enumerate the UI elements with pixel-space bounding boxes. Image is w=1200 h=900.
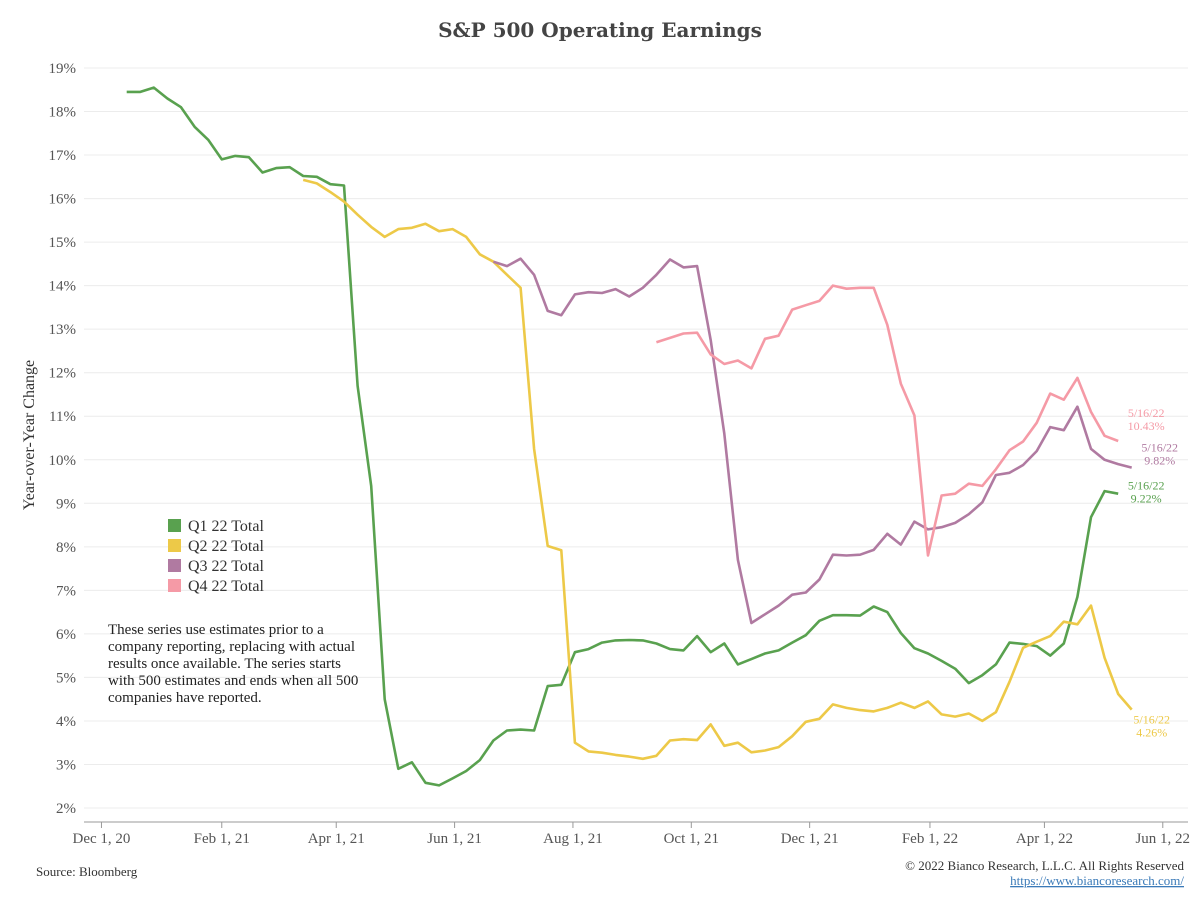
note-line: results once available. The series start… — [108, 656, 341, 672]
gridlines — [84, 67, 1188, 809]
y-tick-label: 8% — [56, 540, 76, 556]
website-link[interactable]: https://www.biancoresearch.com/ — [1010, 873, 1184, 888]
source-note: Source: Bloomberg — [36, 864, 138, 879]
y-tick-label: 2% — [56, 801, 76, 817]
y-tick-label: 10% — [49, 453, 77, 469]
legend-swatch — [168, 519, 181, 532]
y-tick-label: 13% — [49, 322, 77, 338]
y-tick-label: 11% — [49, 409, 76, 425]
y-tick-label: 3% — [56, 757, 76, 773]
x-tick-label: Oct 1, 21 — [664, 831, 719, 847]
end-label-date: 5/16/22 — [1133, 713, 1170, 727]
series-lines — [126, 86, 1133, 787]
end-label-date: 5/16/22 — [1141, 441, 1178, 455]
legend-label: Q4 22 Total — [188, 578, 264, 595]
x-tick-label: Dec 1, 21 — [781, 831, 839, 847]
end-label-date: 5/16/22 — [1128, 479, 1165, 493]
legend-swatch — [168, 539, 181, 552]
end-label-value: 9.82% — [1144, 454, 1175, 468]
x-tick-label: Dec 1, 20 — [73, 831, 131, 847]
x-tick-label: Jun 1, 21 — [427, 831, 482, 847]
y-tick-label: 19% — [49, 61, 77, 77]
end-label-date: 5/16/22 — [1128, 406, 1165, 420]
legend-label: Q1 22 Total — [188, 518, 264, 535]
x-tick-label: Feb 1, 21 — [194, 831, 250, 847]
y-tick-label: 18% — [49, 105, 77, 121]
note-line: companies have reported. — [108, 690, 262, 706]
x-tick-label: Jun 1, 22 — [1135, 831, 1190, 847]
legend-label: Q3 22 Total — [188, 558, 264, 575]
y-axis-ticks: 2% 3% 4% 5% 6% 7% 8% 9% 10% 11% 12% 13% 14% 15% 16% 17%… — [49, 61, 77, 817]
series-line-q1-22-total — [126, 86, 1119, 787]
y-tick-label: 7% — [56, 583, 76, 599]
y-tick-label: 16% — [49, 192, 77, 208]
chart-title: S&P 500 Operating Earnings — [438, 18, 762, 42]
end-label-value: 4.26% — [1136, 726, 1167, 740]
legend-swatch — [168, 559, 181, 572]
y-axis-label: Year-over-Year Change — [21, 360, 38, 510]
note-line: These series use estimates prior to a — [108, 622, 324, 638]
y-tick-label: 4% — [56, 714, 76, 730]
end-labels: 5/16/229.22%5/16/224.26%5/16/229.82%5/16… — [1128, 406, 1178, 740]
y-tick-label: 17% — [49, 148, 77, 164]
end-label-value: 9.22% — [1131, 492, 1162, 506]
series-line-q2-22-total — [302, 178, 1133, 761]
x-axis-ticks: Dec 1, 20 Feb 1, 21 Apr 1, 21 Jun 1, 21 Aug … — [73, 822, 1190, 847]
y-tick-label: 15% — [49, 235, 77, 251]
methodology-note: These series use estimates prior to acom… — [108, 622, 358, 706]
series-line-q4-22-total — [656, 284, 1119, 557]
copyright-note: © 2022 Bianco Research, L.L.C. All Right… — [905, 858, 1184, 873]
x-tick-label: Apr 1, 21 — [308, 831, 365, 847]
legend-swatch — [168, 579, 181, 592]
note-line: with 500 estimates and ends when all 500 — [108, 673, 358, 689]
y-tick-label: 5% — [56, 670, 76, 686]
legend-label: Q2 22 Total — [188, 538, 264, 555]
y-tick-label: 14% — [49, 279, 77, 295]
legend: Q1 22 Total Q2 22 Total Q3 22 Total Q4 22 T… — [168, 518, 264, 595]
y-tick-label: 9% — [56, 496, 76, 512]
y-tick-label: 12% — [49, 366, 77, 382]
series-line-q3-22-total — [492, 257, 1133, 625]
x-tick-label: Apr 1, 22 — [1016, 831, 1073, 847]
end-label-value: 10.43% — [1128, 419, 1165, 433]
note-line: company reporting, replacing with actual — [108, 639, 355, 655]
x-tick-label: Feb 1, 22 — [902, 831, 958, 847]
x-tick-label: Aug 1, 21 — [543, 831, 603, 847]
y-tick-label: 6% — [56, 627, 76, 643]
